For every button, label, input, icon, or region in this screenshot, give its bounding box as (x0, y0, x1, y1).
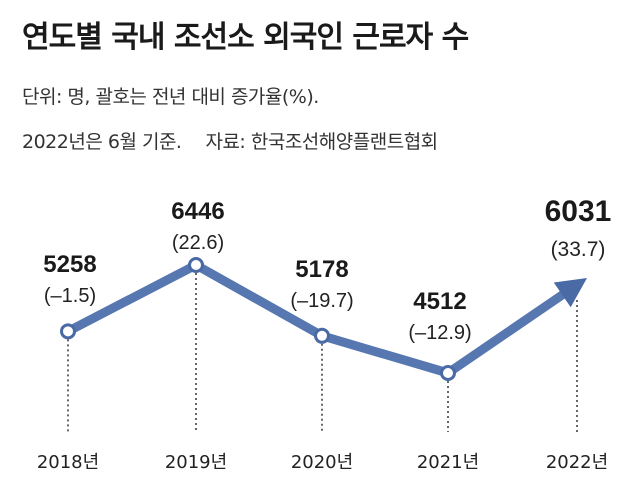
data-point-1 (188, 257, 204, 273)
x-tick-label-2: 2020년 (291, 452, 353, 473)
data-point-2 (314, 327, 330, 344)
series-line (63, 260, 453, 378)
value-label-4: 6031 (545, 195, 612, 228)
unit-note: 단위: 명, 괄호는 전년 대비 증가율(%). (22, 86, 319, 108)
data-point-0 (60, 323, 76, 340)
growth-label-0: (–1.5) (44, 285, 96, 307)
value-label-2: 5178 (295, 256, 348, 283)
value-label-1: 6446 (171, 198, 224, 225)
chart-title: 연도별 국내 조선소 외국인 근로자 수 (22, 20, 469, 55)
growth-label-2: (–19.7) (290, 290, 353, 312)
notes-line: 2022년은 6월 기준. 자료: 한국조선해양플랜트협회 (22, 127, 438, 154)
source-note: 자료: 한국조선해양플랜트협회 (205, 131, 438, 153)
growth-label-4: (33.7) (551, 238, 606, 261)
x-tick-label-3: 2021년 (417, 452, 479, 473)
value-label-0: 5258 (43, 251, 96, 278)
date-note: 2022년은 6월 기준. (22, 131, 182, 153)
x-tick-label-1: 2019년 (165, 452, 227, 473)
x-tick-label-4: 2022년 (546, 452, 608, 473)
growth-label-3: (–12.9) (408, 322, 471, 344)
data-point-3 (440, 365, 456, 381)
trend-arrowhead (553, 278, 587, 308)
growth-label-1: (22.6) (172, 232, 224, 254)
series-line-final (443, 289, 569, 378)
x-tick-label-0: 2018년 (37, 452, 99, 473)
value-label-3: 4512 (413, 288, 466, 315)
